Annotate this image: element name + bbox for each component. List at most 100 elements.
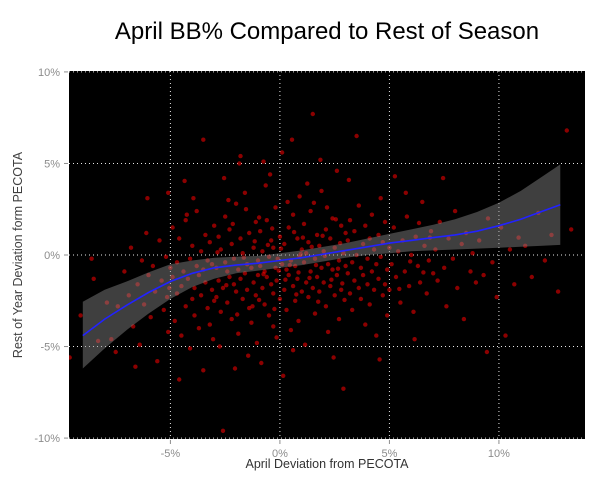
data-point xyxy=(328,283,333,289)
data-point xyxy=(266,313,272,318)
x-tick-label: 10% xyxy=(488,448,510,460)
data-point xyxy=(343,230,348,236)
data-point xyxy=(198,249,204,254)
data-point xyxy=(235,312,240,317)
data-point xyxy=(304,251,309,256)
data-point xyxy=(78,313,83,318)
data-point xyxy=(314,232,320,238)
data-point xyxy=(128,245,134,250)
data-point xyxy=(295,276,300,281)
data-point xyxy=(343,263,348,269)
data-point xyxy=(293,263,298,269)
data-point xyxy=(177,377,182,382)
data-point xyxy=(253,293,258,298)
data-point xyxy=(146,272,151,278)
data-point xyxy=(312,311,318,316)
data-point xyxy=(346,177,352,183)
data-point xyxy=(339,287,344,292)
data-point xyxy=(265,242,271,248)
data-point xyxy=(218,247,223,252)
data-point xyxy=(210,337,216,342)
data-point xyxy=(408,259,413,264)
data-point xyxy=(481,272,486,278)
loess-line xyxy=(82,203,561,337)
data-point xyxy=(549,232,554,238)
data-point xyxy=(564,128,569,133)
data-point xyxy=(237,161,242,166)
data-point xyxy=(446,236,451,241)
data-point xyxy=(376,232,381,238)
data-point xyxy=(352,229,357,234)
data-point xyxy=(440,175,446,181)
data-point xyxy=(212,223,217,228)
data-point xyxy=(104,300,110,305)
data-point xyxy=(317,289,322,294)
data-point xyxy=(254,340,260,346)
data-point xyxy=(236,267,241,272)
data-point xyxy=(284,307,289,313)
chart-title: April BB% Compared to Rest of Season xyxy=(114,18,540,45)
data-point xyxy=(294,292,299,297)
data-point xyxy=(512,282,517,287)
data-point xyxy=(131,324,136,329)
data-point xyxy=(301,260,307,265)
data-point xyxy=(264,274,269,280)
data-point xyxy=(490,260,495,265)
data-point xyxy=(305,181,310,186)
data-point xyxy=(452,208,458,214)
data-point xyxy=(249,265,254,270)
data-point xyxy=(255,272,261,278)
data-point xyxy=(367,236,372,241)
data-point xyxy=(284,267,289,272)
data-point xyxy=(263,183,268,188)
data-point xyxy=(321,280,326,285)
data-point xyxy=(141,302,147,307)
data-point xyxy=(409,252,414,258)
data-point xyxy=(369,212,375,217)
data-point xyxy=(455,285,460,291)
data-point xyxy=(332,293,337,298)
data-point xyxy=(498,225,504,230)
data-point xyxy=(369,269,375,274)
data-point xyxy=(310,111,315,117)
data-point xyxy=(241,255,246,260)
data-point xyxy=(286,225,291,230)
data-point xyxy=(224,283,229,288)
data-point xyxy=(201,368,206,373)
data-point xyxy=(356,285,361,291)
data-point xyxy=(161,307,166,313)
data-point xyxy=(242,190,248,195)
data-point xyxy=(285,199,290,205)
data-point xyxy=(334,168,340,173)
data-point xyxy=(244,287,250,292)
data-point xyxy=(133,364,138,369)
data-point xyxy=(347,291,353,296)
data-point xyxy=(304,280,309,285)
data-point xyxy=(461,316,467,322)
data-point xyxy=(229,316,234,322)
data-point xyxy=(250,304,255,309)
data-point xyxy=(252,239,257,244)
data-point xyxy=(240,296,245,302)
data-point xyxy=(529,274,534,280)
data-point xyxy=(148,315,153,320)
data-point xyxy=(166,329,171,335)
data-point xyxy=(192,313,197,318)
data-point xyxy=(299,247,304,252)
data-point xyxy=(367,302,372,307)
data-point xyxy=(273,205,278,210)
data-point xyxy=(300,235,306,240)
data-point xyxy=(307,275,312,281)
data-point xyxy=(507,247,513,252)
data-point xyxy=(325,262,331,267)
data-point xyxy=(271,324,276,329)
data-point xyxy=(306,240,311,245)
y-axis-title: Rest of Year Deviation form PECOTA xyxy=(11,151,25,359)
data-point xyxy=(216,234,221,239)
data-point xyxy=(358,265,364,270)
data-point xyxy=(293,298,298,303)
data-point xyxy=(225,300,230,305)
data-point xyxy=(291,229,297,235)
data-point xyxy=(226,197,231,203)
